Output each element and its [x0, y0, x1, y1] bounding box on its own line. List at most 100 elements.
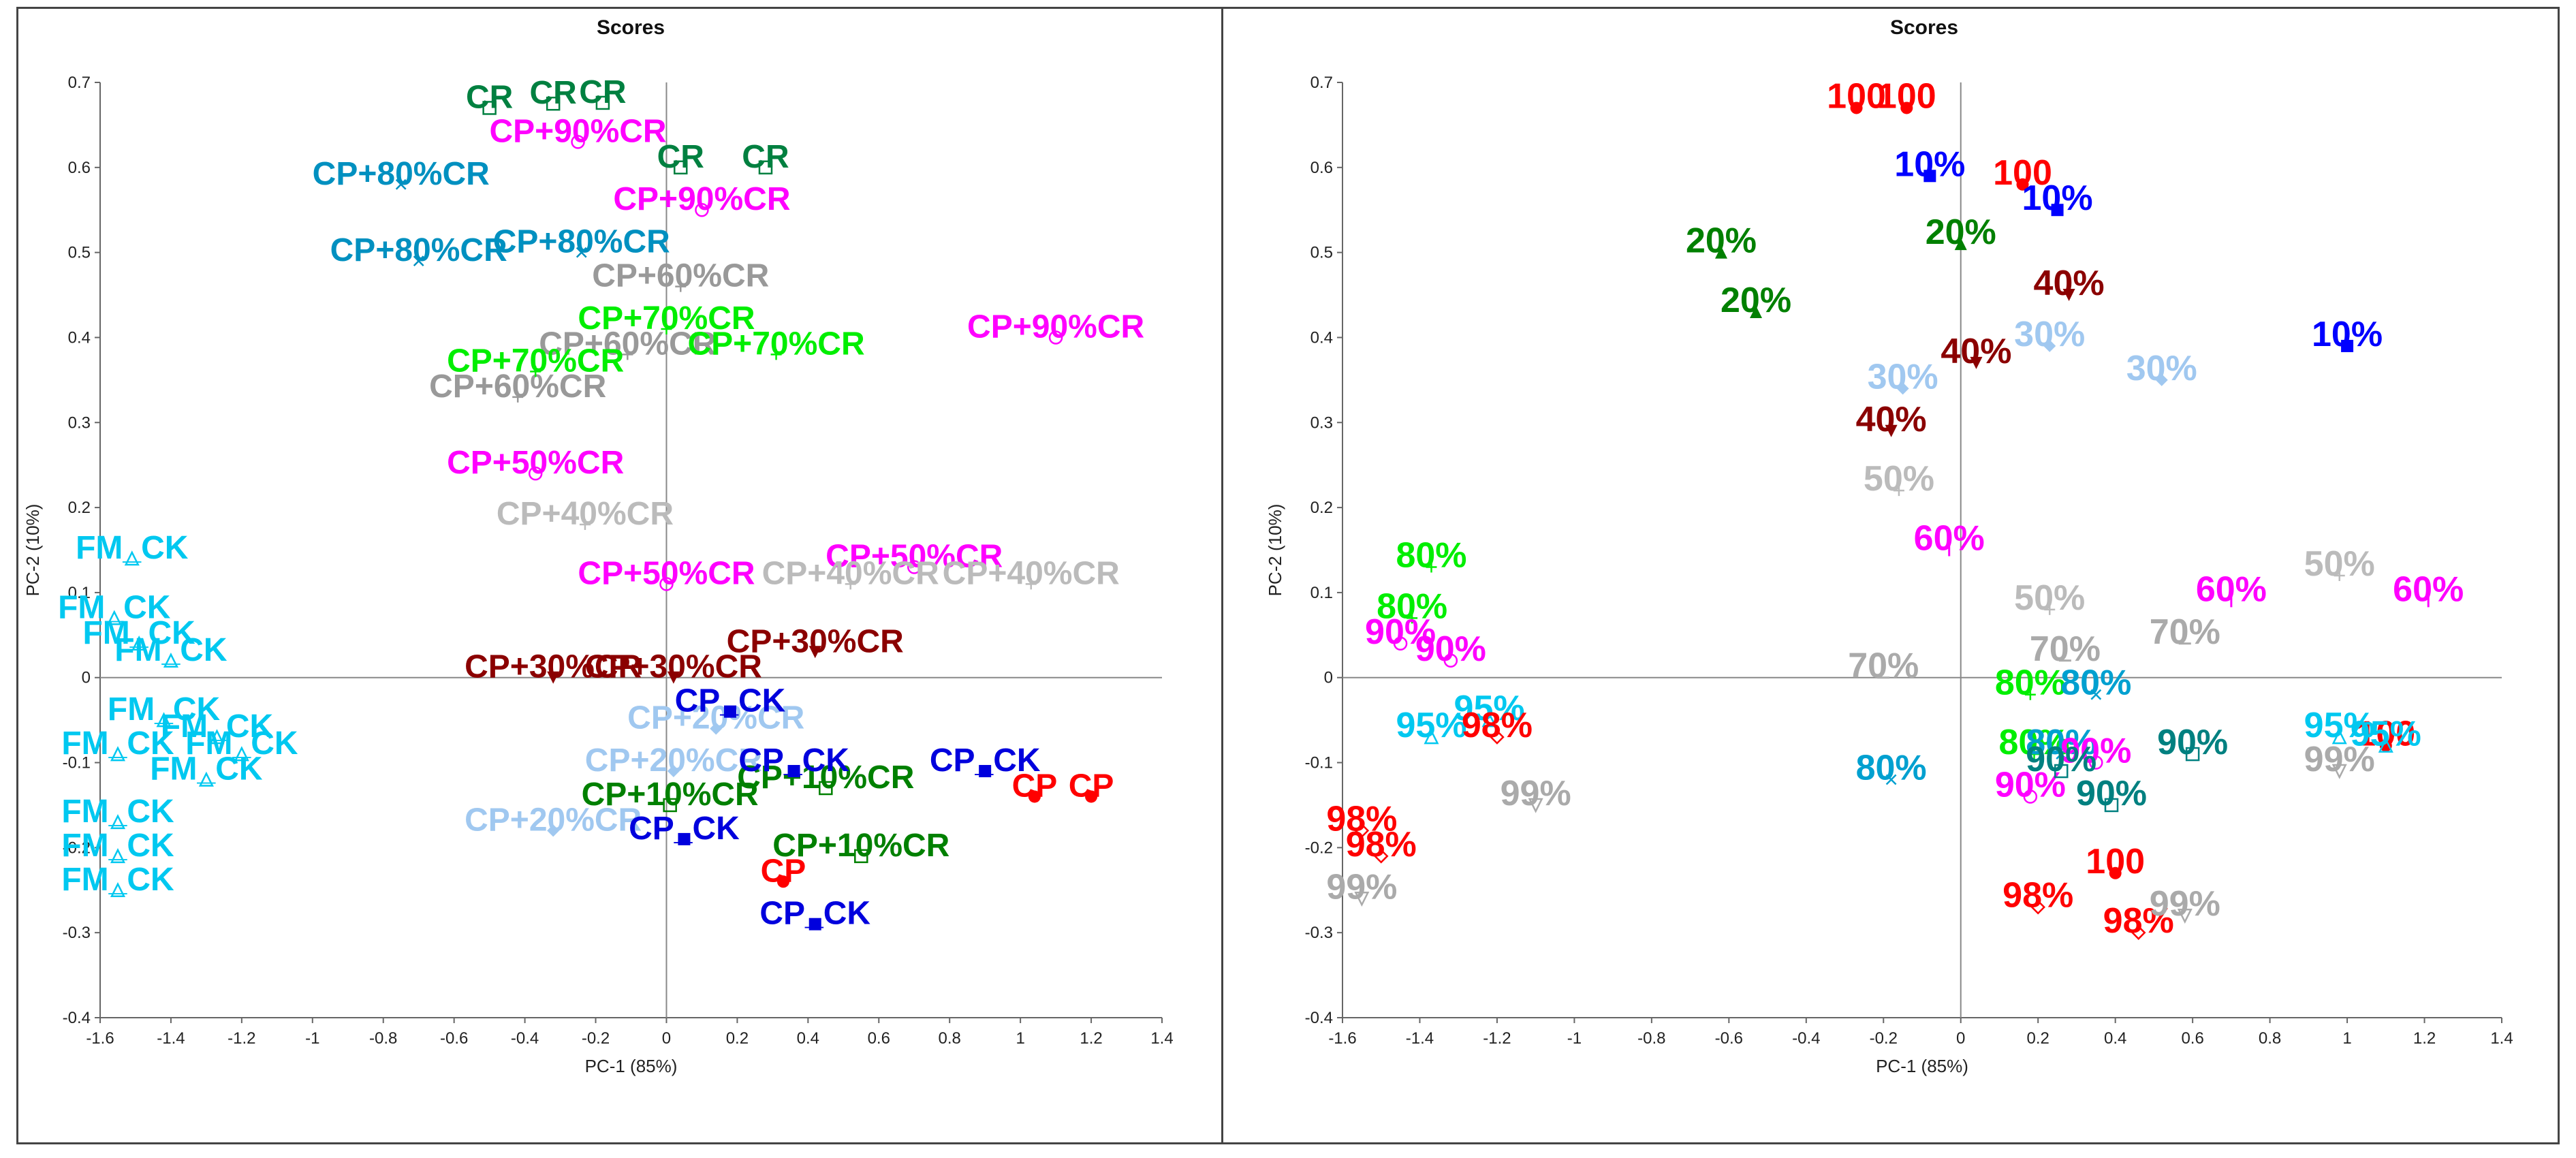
x-tick-label: 1 [1016, 1029, 1024, 1048]
data-point-marker [131, 636, 147, 651]
data-point-marker [482, 101, 497, 115]
x-tick-label: 1.4 [2490, 1029, 2513, 1048]
data-point-label: 50% [2304, 544, 2375, 584]
data-point-label: 98% [1326, 799, 1397, 839]
y-tick-label: -0.1 [63, 754, 91, 772]
data-point-marker [234, 746, 249, 762]
data-point-label: CP+60%CR [539, 326, 716, 362]
data-point-label: 100 [1827, 76, 1886, 116]
data-point-marker [787, 765, 800, 778]
data-point-label: CP+60%CR [429, 369, 606, 405]
data-point-marker [528, 466, 543, 481]
data-point-marker [979, 765, 992, 778]
data-point-label: CP+80%CR [313, 156, 490, 192]
data-point-label: 70% [2030, 629, 2101, 669]
y-tick-label: 0 [1324, 669, 1333, 687]
data-point-label: 99% [1326, 867, 1397, 907]
data-point-label: 10% [2022, 178, 2093, 218]
y-tick-label: 0.2 [68, 499, 91, 517]
data-point-marker [1481, 712, 1497, 727]
data-point-label: 99% [1501, 774, 1571, 813]
data-point-marker [2024, 689, 2036, 700]
data-point-label: CP+60%CR [592, 258, 769, 294]
data-point-label: FM_CK [61, 794, 174, 830]
data-point-label: CP+50%CR [578, 555, 755, 591]
x-tick-label: 0 [1956, 1029, 1965, 1048]
data-point-marker [659, 577, 674, 591]
x-tick-label: 0.2 [2027, 1029, 2049, 1048]
data-point-label: CP [1012, 768, 1058, 804]
data-point-marker [1850, 101, 1863, 114]
data-point-label: CP_CK [675, 683, 786, 719]
data-point-marker [663, 798, 677, 813]
data-point-label: 98% [2002, 876, 2073, 916]
data-point-marker [1407, 612, 1418, 624]
x-tick-label: 1 [2342, 1029, 2351, 1048]
data-point-label: FM_CK [114, 632, 227, 668]
data-point-marker [907, 560, 922, 574]
data-point-marker [530, 366, 541, 377]
data-point-label: 98% [2103, 901, 2174, 941]
data-point-label: CP+30%CR [465, 649, 642, 685]
data-point-label: 60% [2393, 569, 2464, 609]
data-point-label: FM_CK [61, 725, 174, 762]
data-point-marker [710, 722, 723, 735]
x-tick-label: -0.2 [1870, 1029, 1898, 1048]
data-point-label: 90% [2026, 740, 2096, 779]
data-point-label: 80% [2060, 663, 2131, 703]
y-tick-label: 0 [82, 669, 91, 687]
data-point-label: CP [761, 853, 806, 889]
data-point-label: 80% [1998, 723, 2069, 762]
x-tick-label: 0 [662, 1029, 671, 1048]
data-point-marker [1923, 170, 1936, 183]
y-tick-label: 0.2 [1310, 499, 1333, 517]
data-point-marker [163, 652, 178, 668]
data-point-label: 20% [1686, 221, 1757, 261]
x-tick-label: -0.6 [1715, 1029, 1743, 1048]
data-point-marker [1750, 306, 1763, 319]
data-point-label: 50% [2014, 578, 2085, 618]
x-axis-title: PC-1 (85%) [1876, 1056, 1968, 1076]
x-tick-label: 0.4 [2104, 1029, 2126, 1048]
data-point-marker [1714, 246, 1727, 259]
data-point-label: CP+20%CR [585, 742, 762, 779]
data-point-label: 80% [1396, 535, 1466, 575]
data-point-marker [110, 814, 126, 830]
data-point-label: FM_CK [76, 530, 189, 566]
data-point-marker [770, 349, 782, 360]
data-point-marker [2155, 373, 2168, 386]
data-point-marker [546, 96, 561, 111]
data-point-marker [1025, 578, 1037, 590]
data-point-label: FM_CK [108, 691, 221, 727]
panel-divider [1221, 7, 1223, 1144]
data-point-marker [110, 746, 126, 762]
data-point-label: 99% [2304, 740, 2375, 779]
data-point-marker [695, 202, 709, 217]
data-point-label: 20% [1721, 281, 1791, 320]
data-point-label: 70% [2150, 612, 2220, 652]
data-point-label: 10% [2312, 315, 2383, 354]
data-point-marker [2016, 178, 2029, 191]
data-point-marker [1426, 561, 1437, 573]
data-point-marker [2131, 925, 2146, 940]
data-point-marker [2043, 339, 2056, 352]
x-tick-label: -1.4 [1406, 1029, 1434, 1048]
data-point-label: 30% [2014, 315, 2085, 354]
y-tick-label: -0.3 [63, 924, 91, 942]
data-point-marker [1028, 790, 1041, 803]
data-point-marker [2062, 289, 2075, 302]
data-point-label: 40% [2034, 264, 2105, 303]
data-point-marker [1085, 790, 1098, 803]
data-point-marker [2030, 899, 2045, 915]
data-point-label: CP_CK [759, 896, 870, 932]
data-point-marker [667, 671, 680, 684]
x-tick-label: 0.2 [726, 1029, 749, 1048]
data-point-label: CP+70%CR [447, 343, 624, 379]
scores-plot-left: Scores -1.6 -1.4 -1.2 -1 -0.8 -0.6 -0.4 -0.2 0 0.2… [22, 16, 1174, 1076]
data-point-marker [124, 550, 140, 566]
data-point-marker [2109, 866, 2122, 879]
data-point-label: 80% [1856, 749, 1927, 788]
x-tick-label: -1.2 [1483, 1029, 1511, 1048]
y-tick-label: -0.1 [1305, 754, 1333, 772]
data-point-marker [1885, 774, 1897, 785]
